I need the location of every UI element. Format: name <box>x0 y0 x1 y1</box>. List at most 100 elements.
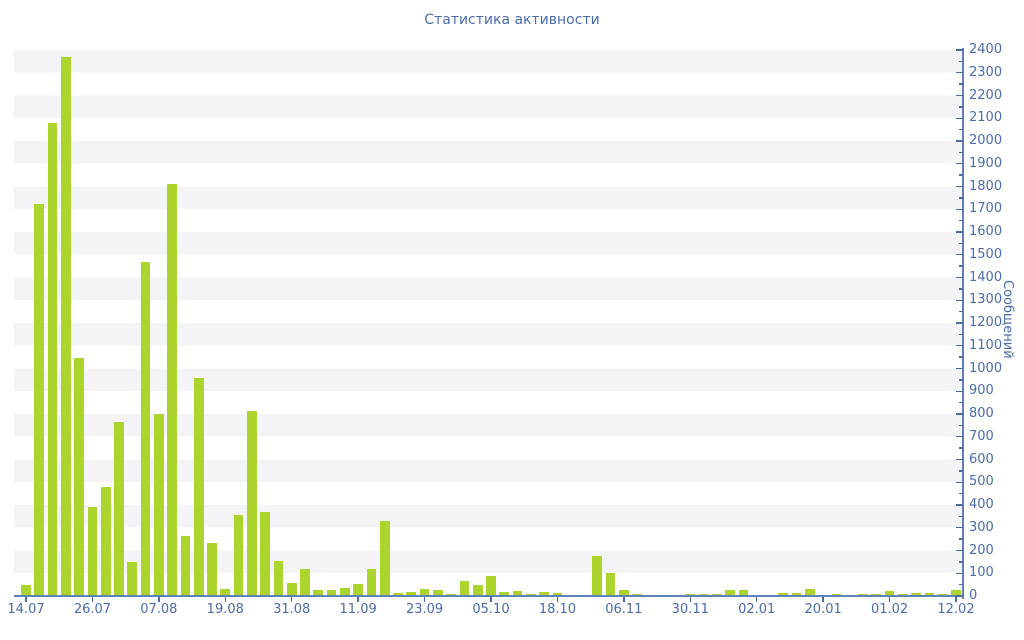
y-minor-tick <box>958 242 963 245</box>
bar-22[interactable] <box>313 590 324 596</box>
bar-43[interactable] <box>592 556 603 596</box>
y-major-tick <box>956 185 963 188</box>
bar-65[interactable] <box>884 591 895 596</box>
y-tick-label: 1100 <box>969 337 1003 353</box>
bar-3[interactable] <box>60 56 71 596</box>
bar-67[interactable] <box>911 592 922 596</box>
bar-7[interactable] <box>114 421 124 596</box>
bar-19[interactable] <box>273 560 284 596</box>
bar-29[interactable] <box>406 591 417 596</box>
y-tick-label: 2200 <box>969 87 1003 103</box>
bar-18[interactable] <box>260 511 271 596</box>
x-tick <box>357 597 359 602</box>
bar-20[interactable] <box>286 582 297 596</box>
bar-46[interactable] <box>632 594 643 596</box>
x-axis-line <box>14 595 964 597</box>
x-tick-label: 30.11 <box>671 602 709 617</box>
bar-5[interactable] <box>87 507 98 596</box>
x-tick-label: 11.09 <box>339 602 377 617</box>
bar-62[interactable] <box>844 594 855 596</box>
y-tick-label: 800 <box>969 406 994 421</box>
bar-68[interactable] <box>924 592 935 596</box>
bar-13[interactable] <box>193 377 204 596</box>
bar-11[interactable] <box>167 184 178 596</box>
bar-38[interactable] <box>525 593 536 596</box>
x-tick <box>224 597 226 602</box>
y-major-tick <box>956 390 963 392</box>
y-minor-tick <box>958 174 963 176</box>
bar-45[interactable] <box>618 589 629 596</box>
bar-66[interactable] <box>897 593 908 596</box>
bar-27[interactable] <box>379 520 390 596</box>
bar-52[interactable] <box>711 593 722 596</box>
bar-41[interactable] <box>565 594 576 596</box>
bar-63[interactable] <box>858 593 868 596</box>
bar-48[interactable] <box>658 594 669 596</box>
y-tick-label: 1600 <box>969 224 1003 239</box>
bar-30[interactable] <box>419 588 430 596</box>
bar-25[interactable] <box>353 583 364 596</box>
bar-53[interactable] <box>725 590 736 596</box>
bar-44[interactable] <box>605 573 616 596</box>
bar-0[interactable] <box>21 584 31 596</box>
bar-51[interactable] <box>698 594 709 596</box>
bar-39[interactable] <box>539 591 550 596</box>
bar-37[interactable] <box>512 590 523 596</box>
bar-4[interactable] <box>74 358 85 596</box>
bar-15[interactable] <box>220 589 231 596</box>
bar-61[interactable] <box>831 593 842 596</box>
x-tick-label: 14.07 <box>7 602 45 617</box>
y-major-tick <box>956 345 963 347</box>
x-tick-label: 19.08 <box>206 602 244 617</box>
y-tick-label: 1300 <box>969 292 1003 308</box>
bar-28[interactable] <box>393 592 403 596</box>
x-tick <box>490 597 492 602</box>
x-tick-label: 18.10 <box>538 602 577 617</box>
y-major-tick <box>956 140 963 142</box>
bar-58[interactable] <box>791 592 802 596</box>
bar-56[interactable] <box>765 594 775 596</box>
y-major-tick <box>956 458 963 461</box>
bar-16[interactable] <box>233 515 244 596</box>
y-tick-label: 200 <box>969 542 994 558</box>
bar-6[interactable] <box>100 486 111 596</box>
bar-35[interactable] <box>486 575 496 596</box>
y-major-tick <box>956 208 963 210</box>
bar-26[interactable] <box>366 569 377 596</box>
bar-49[interactable] <box>672 594 682 596</box>
bar-9[interactable] <box>140 261 151 596</box>
y-major-tick <box>956 163 963 165</box>
bar-36[interactable] <box>499 592 510 596</box>
y-major-tick <box>956 276 963 279</box>
bar-33[interactable] <box>459 581 470 596</box>
bar-54[interactable] <box>738 590 749 596</box>
y-minor-tick <box>958 515 963 518</box>
y-minor-tick <box>958 356 963 358</box>
bar-34[interactable] <box>472 584 483 596</box>
bar-23[interactable] <box>326 589 337 596</box>
bar-32[interactable] <box>446 594 457 596</box>
bar-21[interactable] <box>300 569 310 596</box>
bar-2[interactable] <box>47 122 58 596</box>
bar-57[interactable] <box>778 593 789 596</box>
y-major-tick <box>956 481 963 483</box>
bar-59[interactable] <box>804 589 815 596</box>
bar-50[interactable] <box>685 593 696 596</box>
bar-8[interactable] <box>127 561 138 596</box>
bar-17[interactable] <box>246 410 257 596</box>
bar-69[interactable] <box>937 593 948 596</box>
bar-1[interactable] <box>34 203 45 596</box>
bar-12[interactable] <box>180 535 191 596</box>
bar-14[interactable] <box>207 542 217 596</box>
y-axis-line <box>962 48 964 599</box>
bar-40[interactable] <box>552 593 563 596</box>
bar-64[interactable] <box>871 594 882 596</box>
bar-24[interactable] <box>339 587 350 596</box>
bar-70[interactable] <box>951 589 961 596</box>
y-minor-tick <box>958 219 963 222</box>
bar-31[interactable] <box>432 589 443 596</box>
y-minor-tick <box>958 538 963 540</box>
bar-10[interactable] <box>153 414 164 596</box>
y-minor-tick <box>958 401 963 404</box>
x-tick <box>756 597 758 602</box>
